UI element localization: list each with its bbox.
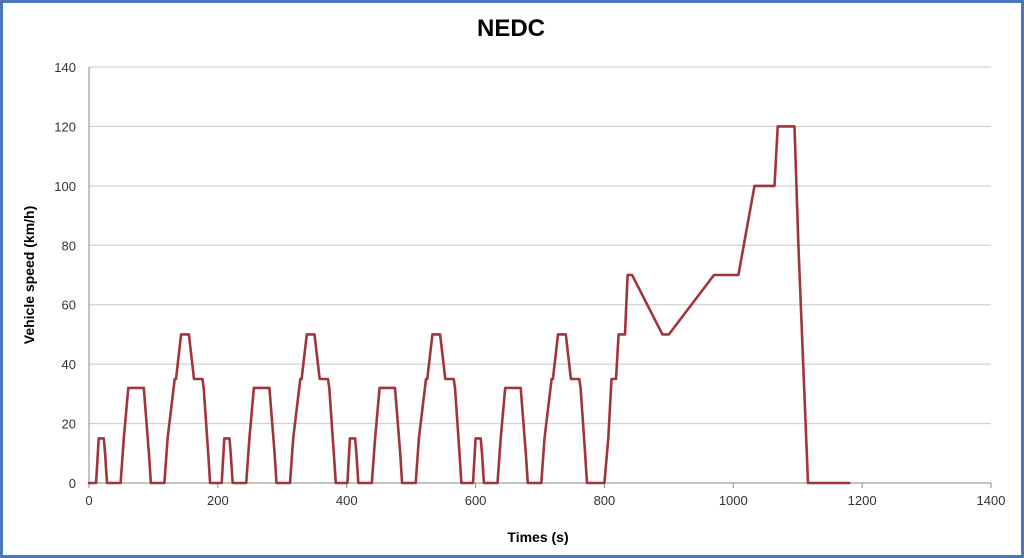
- x-tick-label: 1000: [719, 493, 748, 508]
- x-tick-label: 200: [207, 493, 229, 508]
- x-tick-label: 0: [85, 493, 92, 508]
- series-line: [87, 125, 851, 485]
- y-axis-label: Vehicle speed (km/h): [21, 206, 37, 345]
- y-tick-labels: 0 20 40 60 80 100 120 140: [54, 60, 76, 491]
- x-tick-label: 1400: [977, 493, 1006, 508]
- gridlines: [89, 66, 991, 425]
- y-tick-label: 100: [54, 179, 76, 194]
- chart-title: NEDC: [477, 15, 545, 42]
- y-tick-label: 120: [54, 119, 76, 134]
- y-tick-label: 140: [54, 60, 76, 75]
- y-tick-label: 80: [62, 238, 76, 253]
- y-tick-label: 0: [69, 476, 76, 491]
- series-layer: [87, 125, 851, 485]
- line-chart: 0 20 40 60 80 100 120 140 0 200 400 600 800 1000 1200…: [21, 15, 1005, 545]
- y-tick-label: 60: [62, 298, 76, 313]
- x-axis-label: Times (s): [507, 529, 568, 545]
- y-tick-label: 40: [62, 357, 76, 372]
- x-tick-label: 400: [336, 493, 358, 508]
- x-tick-labels: 0 200 400 600 800 1000 1200 1400: [85, 493, 1005, 508]
- y-tick-label: 20: [62, 417, 76, 432]
- x-tick-label: 800: [594, 493, 616, 508]
- axes: [88, 67, 992, 488]
- x-tick-label: 1200: [848, 493, 877, 508]
- x-tick-label: 600: [465, 493, 487, 508]
